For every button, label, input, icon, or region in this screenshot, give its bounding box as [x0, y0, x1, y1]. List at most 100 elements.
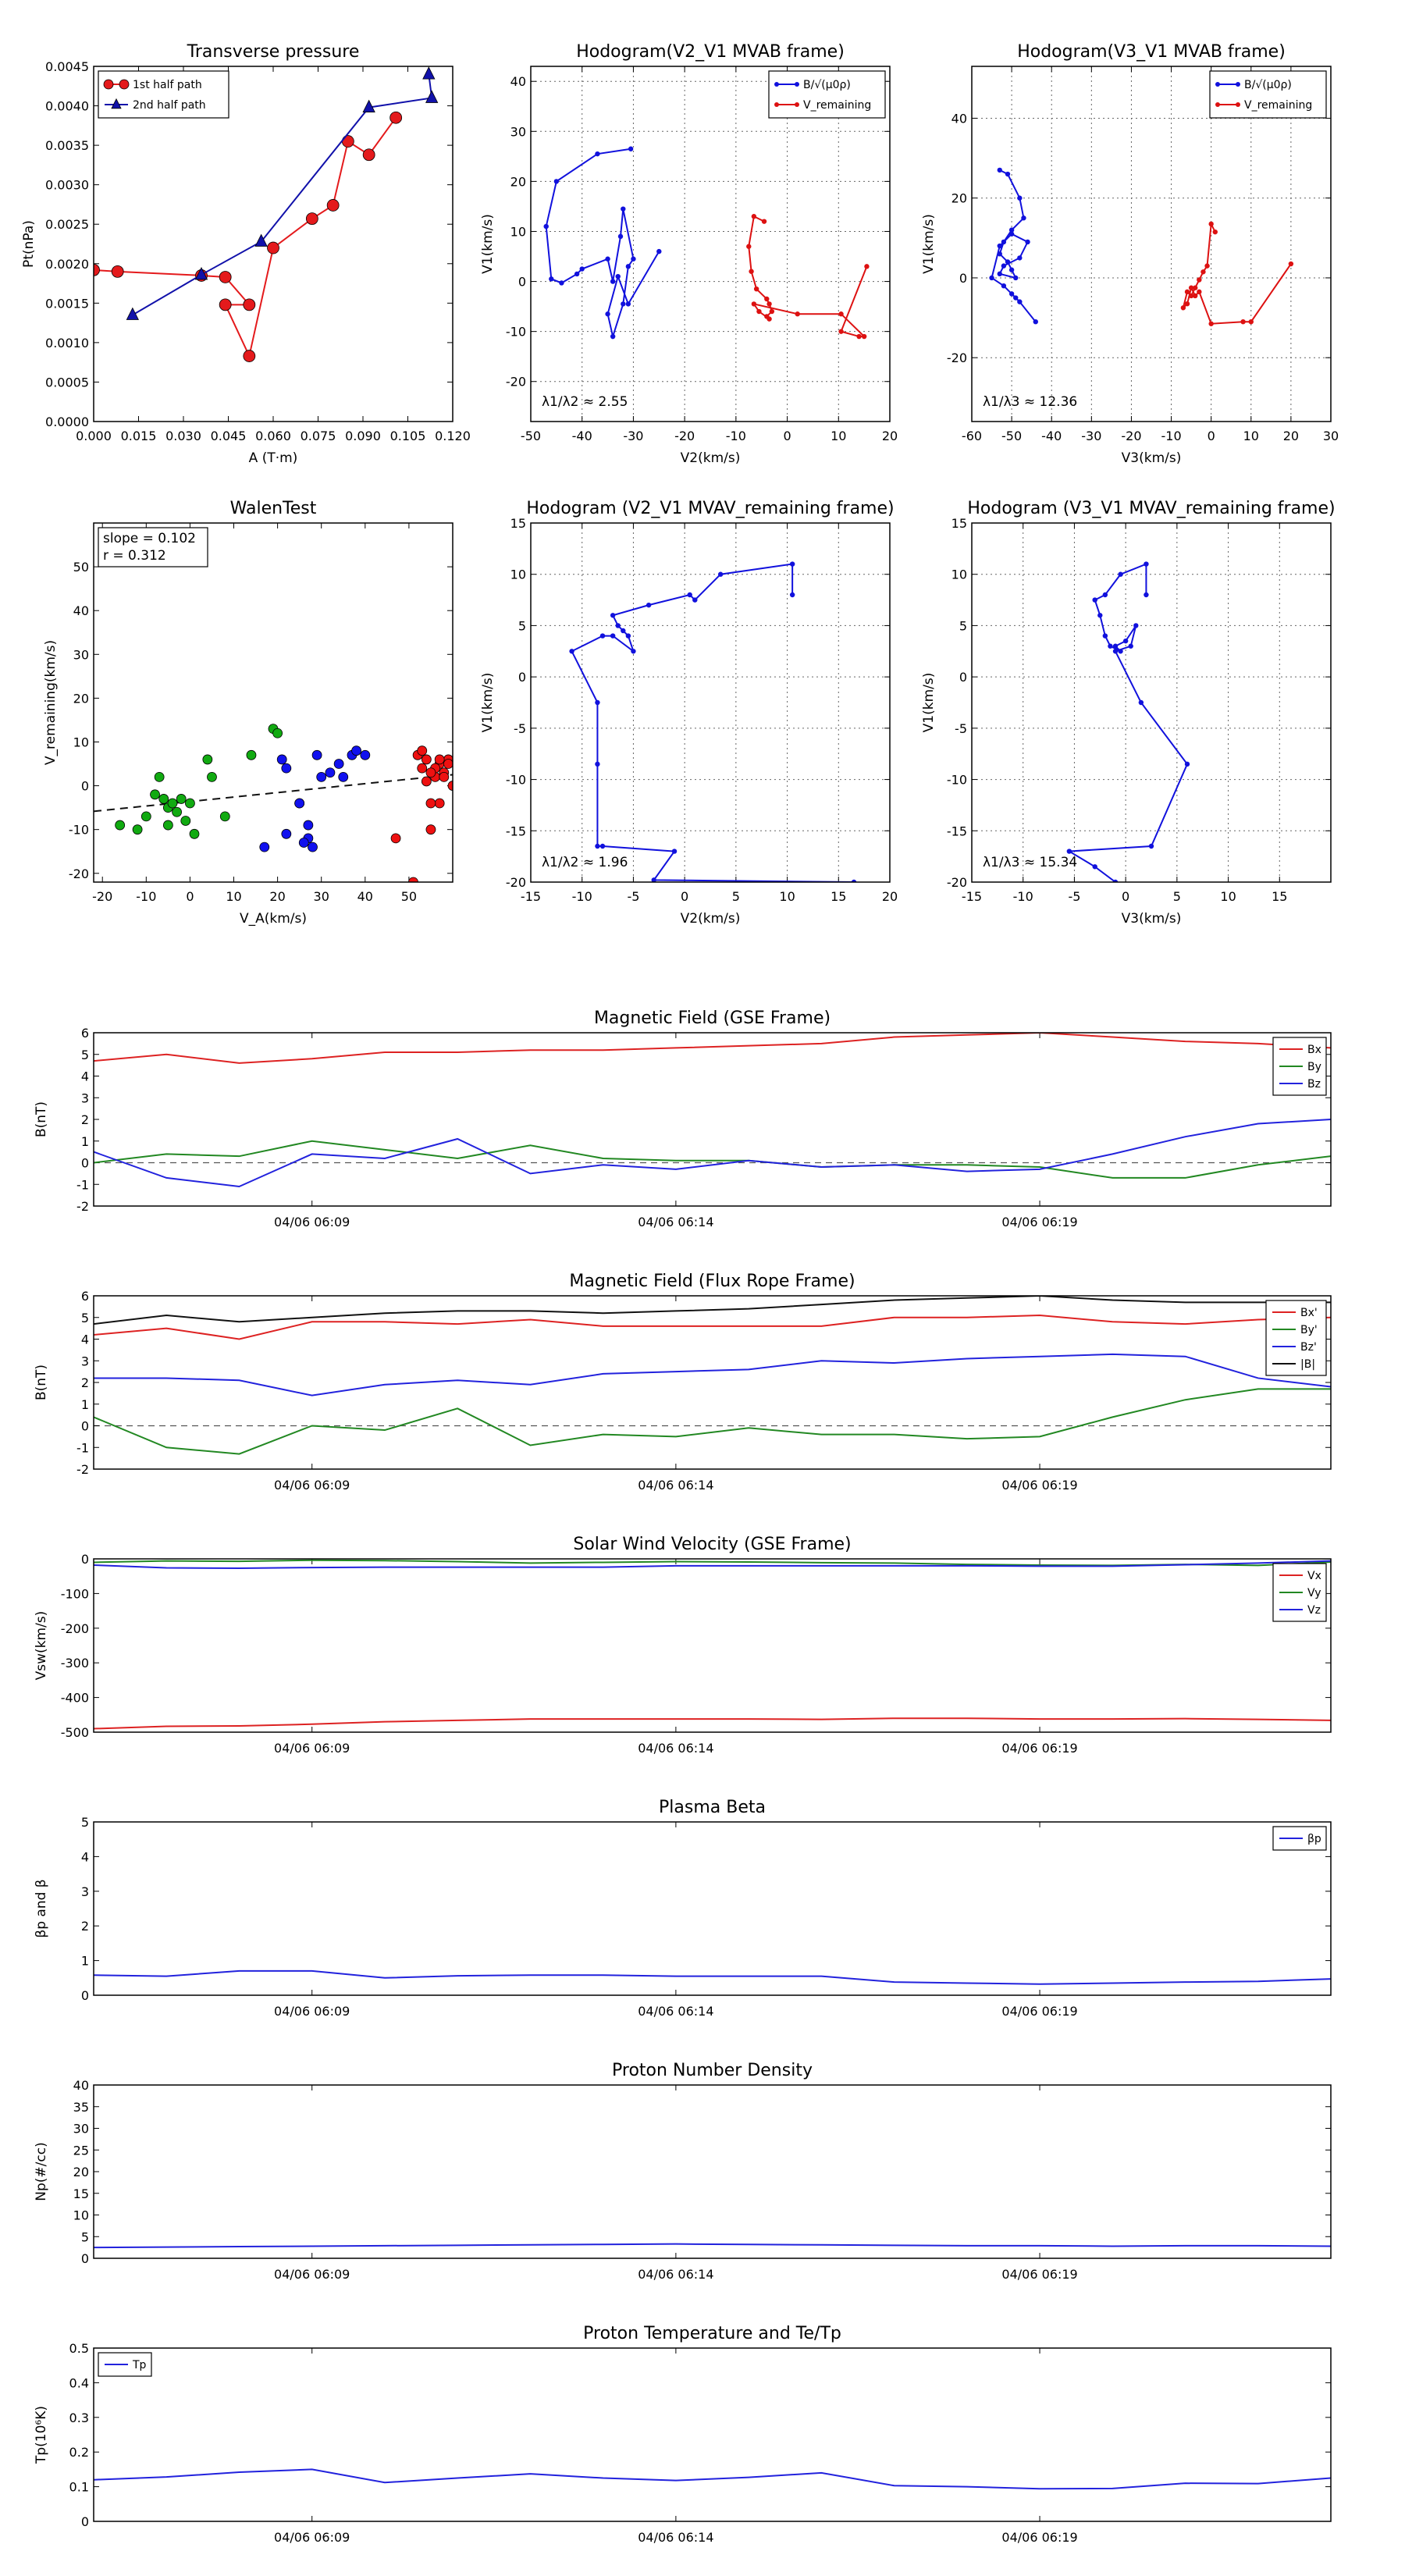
y-axis-label: Tp(10⁶K)	[34, 2406, 49, 2464]
series-line	[94, 117, 397, 359]
y-tick-label: 0.5	[69, 2341, 89, 2356]
data-point	[997, 271, 1002, 277]
data-point	[543, 223, 549, 229]
data-point	[595, 761, 600, 767]
data-point	[303, 820, 314, 831]
legend-marker	[774, 82, 779, 87]
data-point	[1108, 643, 1113, 649]
data-point	[1212, 229, 1218, 235]
y-tick-label: -15	[947, 824, 967, 838]
data-point	[326, 199, 340, 212]
x-tick-label: -10	[726, 429, 746, 443]
legend: B/√(μ0ρ) V_remaining	[768, 70, 886, 119]
x-tick-label: 15	[1272, 889, 1287, 904]
y-tick-label: 10	[73, 735, 89, 749]
y-tick-label: 0.0020	[45, 257, 89, 272]
y-tick-label: 20	[510, 174, 526, 189]
data-point	[417, 763, 428, 774]
data-point	[1008, 227, 1015, 233]
y-tick-label: 0.0040	[45, 99, 89, 114]
data-point	[389, 111, 403, 124]
data-point	[605, 256, 610, 262]
y-tick-label: -20	[506, 875, 526, 890]
data-point	[185, 798, 195, 809]
plot-frame	[93, 522, 454, 883]
data-point	[1112, 649, 1119, 654]
data-point	[1092, 864, 1097, 870]
data-point	[605, 311, 610, 317]
x-tick-label: 50	[401, 889, 417, 904]
chart-walen: WalenTest -20 -10 0 10 20 30 40 50 -20 -10 0 10 20 30 4…	[43, 499, 454, 927]
y-tick-label: -10	[69, 823, 89, 838]
legend-label: Bx	[1307, 1044, 1321, 1056]
plot-area	[543, 146, 870, 340]
data-point	[687, 592, 692, 598]
chart-title: WalenTest	[230, 499, 317, 518]
y-tick-label: 10	[510, 568, 526, 582]
series-line	[1182, 221, 1292, 325]
x-tick-label: 04/06 06:09	[274, 2004, 350, 2019]
x-tick-label: 04/06 06:19	[1001, 1741, 1077, 1756]
data-point	[189, 828, 200, 839]
data-point	[553, 179, 560, 184]
y-tick-label: 6	[81, 1026, 89, 1041]
plot-area	[1066, 561, 1190, 882]
data-point	[1001, 239, 1007, 245]
y-tick-label: 0	[959, 670, 967, 685]
data-point	[746, 244, 752, 249]
x-tick-label: 10	[1220, 889, 1236, 904]
x-tick-label: 20	[1283, 429, 1299, 443]
data-point	[549, 276, 554, 282]
x-tick-label: 10	[831, 429, 846, 443]
data-point	[610, 333, 616, 340]
data-point	[621, 206, 626, 212]
legend: Bx' By' Bz' |B|	[1265, 1300, 1327, 1376]
y-tick-label: -2	[76, 1462, 89, 1477]
y-tick-label: -300	[61, 1656, 89, 1670]
data-point	[1008, 231, 1015, 237]
x-axis-label: V3(km/s)	[1122, 450, 1182, 466]
plot-area	[94, 1033, 1331, 1188]
data-point	[767, 301, 772, 307]
data-point	[1200, 269, 1206, 275]
legend-label: B/√(μ0ρ)	[1244, 79, 1292, 91]
x-tick-label: 0.060	[255, 429, 291, 443]
legend-box	[768, 70, 886, 119]
y-tick-label: 10	[510, 224, 526, 239]
legend-label: 1st half path	[133, 79, 202, 91]
y-tick-label: -400	[61, 1691, 89, 1706]
y-tick-label: -15	[506, 824, 526, 838]
eigen-ratio-label: λ1/λ2 ≈ 2.55	[542, 394, 628, 410]
data-point	[989, 275, 994, 281]
data-point	[298, 838, 309, 848]
x-tick-label: 04/06 06:09	[274, 1215, 350, 1229]
data-point	[351, 745, 361, 756]
data-point	[425, 90, 439, 103]
data-point	[1184, 301, 1190, 307]
data-point	[360, 749, 371, 760]
x-tick-label: 04/06 06:09	[274, 1478, 350, 1493]
data-point	[281, 763, 292, 774]
legend: Bx By Bz	[1272, 1037, 1327, 1096]
data-point	[631, 256, 636, 262]
y-tick-label: 0.0025	[45, 217, 89, 232]
y-tick-label: 0.4	[69, 2375, 89, 2390]
x-tick-label: 0.075	[301, 429, 336, 443]
data-point	[254, 233, 268, 247]
x-tick-label: -10	[1161, 429, 1181, 443]
series-line	[94, 1140, 1331, 1179]
data-point	[1133, 623, 1139, 628]
series-line	[94, 1119, 1331, 1188]
legend-marker	[774, 102, 779, 107]
y-tick-label: 5	[518, 618, 526, 633]
y-tick-label: 40	[510, 74, 526, 89]
plot-area	[569, 561, 857, 882]
data-point	[1208, 221, 1214, 227]
eigen-ratio-label: λ1/λ3 ≈ 15.34	[983, 855, 1077, 870]
data-point	[621, 301, 626, 307]
chart-title: Hodogram(V3_V1 MVAB frame)	[1017, 42, 1286, 62]
y-tick-label: -2	[76, 1199, 89, 1214]
data-point	[425, 767, 436, 778]
plot-area	[94, 66, 439, 362]
